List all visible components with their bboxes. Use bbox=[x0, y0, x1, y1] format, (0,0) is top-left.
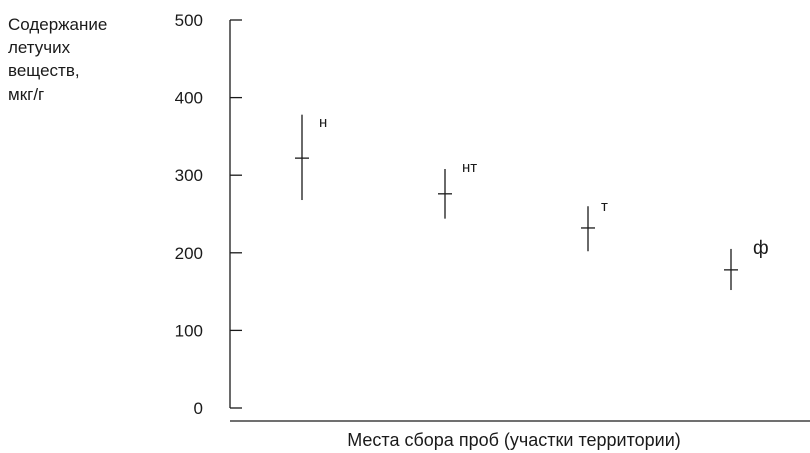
y-axis-label: Содержание летучих веществ, мкг/г bbox=[8, 15, 107, 104]
data-point: ф bbox=[724, 238, 769, 291]
y-axis-label-line: летучих bbox=[8, 38, 71, 57]
point-label: н bbox=[319, 114, 327, 131]
y-axis-label-line: веществ, bbox=[8, 61, 80, 80]
point-label: ф bbox=[753, 238, 769, 259]
y-tick-label: 200 bbox=[175, 244, 203, 263]
y-tick-label: 500 bbox=[175, 11, 203, 30]
x-axis-label: Места сбора проб (участки территории) bbox=[347, 430, 681, 450]
data-points: н нт т ф bbox=[295, 114, 769, 291]
point-label: нт bbox=[462, 159, 477, 176]
y-tick-label: 400 bbox=[175, 89, 203, 108]
data-point: н bbox=[295, 114, 327, 201]
y-axis-label-line: мкг/г bbox=[8, 85, 44, 104]
y-tick-label: 0 bbox=[194, 399, 203, 418]
y-tick-label: 100 bbox=[175, 321, 203, 340]
y-ticks: 0 100 200 300 400 500 bbox=[175, 11, 242, 418]
y-tick-label: 300 bbox=[175, 166, 203, 185]
data-point: нт bbox=[438, 159, 477, 219]
data-point: т bbox=[581, 198, 608, 252]
y-axis-label-line: Содержание bbox=[8, 15, 107, 34]
point-label: т bbox=[601, 198, 608, 215]
